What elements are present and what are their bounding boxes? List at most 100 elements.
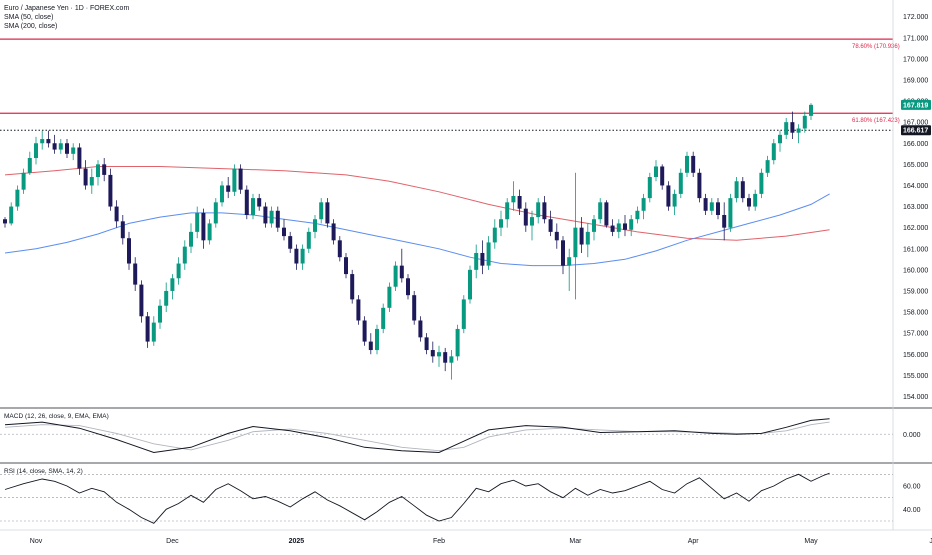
candle-body — [399, 265, 404, 279]
candle — [102, 158, 107, 182]
candle-body — [592, 219, 596, 232]
x-tick-label: Nov — [30, 538, 43, 545]
candle-body — [151, 322, 156, 342]
candle — [449, 350, 454, 380]
candle — [480, 240, 485, 275]
candle — [275, 206, 280, 232]
candle — [424, 333, 429, 355]
candle — [189, 223, 193, 253]
candle — [368, 333, 373, 355]
candle-body — [585, 231, 590, 245]
candle-body — [685, 155, 689, 173]
candle — [127, 231, 131, 270]
candle — [635, 206, 640, 224]
candle — [517, 189, 522, 215]
candle-body — [127, 238, 131, 264]
candle — [288, 231, 293, 253]
candle — [530, 210, 534, 241]
candle-body — [455, 328, 460, 357]
sma50-legend[interactable]: SMA (50, close) — [4, 14, 54, 21]
candle-body — [759, 172, 764, 194]
candle-body — [133, 263, 138, 285]
candle-body — [672, 193, 677, 207]
candle-body — [511, 196, 516, 203]
candle — [709, 198, 714, 215]
candle-body — [387, 286, 392, 308]
candle — [734, 177, 739, 203]
candle — [579, 217, 584, 253]
symbol-title[interactable]: Euro / Japanese Yen · 1D · FOREX.com — [4, 5, 130, 12]
candle — [561, 236, 565, 275]
candle-body — [319, 202, 324, 220]
candle-body — [368, 341, 373, 351]
rsi-tick-label: 60.00 — [903, 484, 921, 491]
candle-body — [461, 299, 466, 329]
x-tick-label: May — [804, 538, 818, 545]
candle-body — [437, 352, 441, 357]
x-tick-label: 2025 — [289, 538, 305, 545]
candle — [151, 316, 156, 346]
sma200-legend[interactable]: SMA (200, close) — [4, 23, 58, 30]
candle — [554, 223, 559, 249]
y-tick-label: 164.000 — [903, 183, 928, 190]
candle — [616, 219, 621, 239]
candle-body — [778, 134, 782, 144]
candle-body — [337, 240, 342, 258]
candle — [585, 223, 590, 258]
candle — [356, 295, 361, 325]
candle-body — [257, 198, 262, 207]
candle — [244, 185, 249, 220]
macd-legend[interactable]: MACD (12, 26, close, 9, EMA, EMA) — [4, 413, 109, 420]
candle — [176, 257, 181, 285]
candle-body — [58, 143, 63, 150]
y-tick-label: 172.000 — [903, 14, 928, 21]
candle — [430, 341, 435, 363]
candle — [269, 206, 274, 228]
candle — [672, 189, 677, 215]
candle-body — [313, 219, 317, 232]
candle-body — [356, 299, 361, 321]
candle — [455, 324, 460, 361]
y-tick-label: 167.000 — [903, 120, 928, 127]
candle — [393, 261, 398, 291]
candle — [158, 299, 162, 329]
candle — [592, 214, 596, 241]
candle — [722, 202, 727, 241]
candle-body — [666, 185, 671, 207]
y-tick-label: 170.000 — [903, 56, 928, 63]
candle — [139, 280, 144, 323]
rsi-line — [4, 472, 830, 524]
candle-body — [71, 147, 76, 154]
candle-body — [189, 231, 193, 247]
candles-layer — [3, 103, 813, 380]
y-tick-label: 154.000 — [903, 394, 928, 401]
candle-body — [722, 214, 727, 228]
candle — [3, 217, 7, 228]
x-tick-label: Jun — [929, 538, 932, 545]
candle — [201, 208, 206, 249]
x-tick-label: Apr — [688, 538, 700, 545]
candle — [486, 236, 491, 270]
candle — [474, 244, 479, 279]
candle-body — [728, 198, 733, 228]
candle-body — [244, 189, 249, 215]
candle-body — [114, 206, 119, 222]
candle — [610, 219, 615, 237]
candle — [567, 248, 572, 291]
candle — [251, 193, 255, 220]
candle-body — [468, 269, 472, 300]
candle-body — [554, 231, 559, 241]
candle — [654, 160, 658, 182]
y-tick-label: 161.000 — [903, 246, 928, 253]
rsi-legend[interactable]: RSI (14, close, SMA, 14, 2) — [4, 468, 83, 475]
candle-body — [623, 223, 627, 230]
candle-body — [573, 227, 578, 258]
candle — [300, 244, 305, 270]
candle — [536, 198, 541, 224]
macd-line — [4, 418, 830, 454]
rsi-tick-label: 40.00 — [903, 507, 921, 514]
candle — [697, 168, 702, 203]
candle-body — [164, 290, 169, 306]
candle-body — [697, 172, 702, 199]
